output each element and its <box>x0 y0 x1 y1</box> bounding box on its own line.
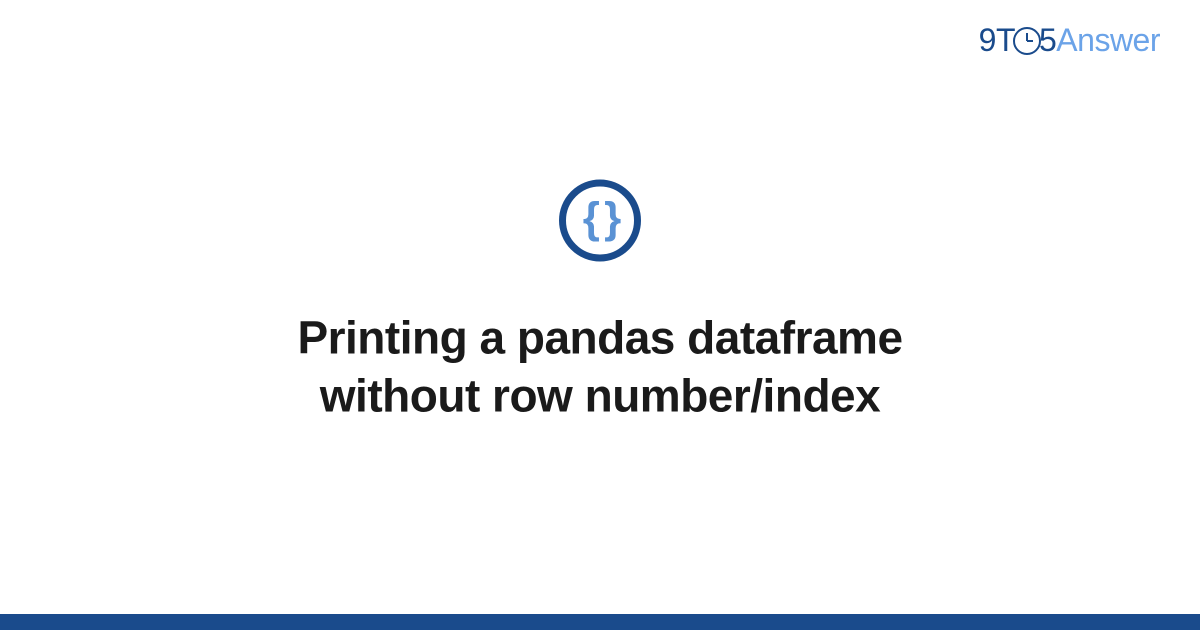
bottom-accent-bar <box>0 614 1200 630</box>
clock-icon <box>1013 27 1041 55</box>
title-line-1: Printing a pandas dataframe <box>297 312 902 364</box>
site-logo: 9T 5Answer <box>979 22 1160 59</box>
code-braces-icon: { } <box>559 180 641 262</box>
braces-glyph: { } <box>583 197 617 241</box>
logo-9t: 9T <box>979 22 1015 58</box>
logo-5: 5 <box>1039 22 1056 58</box>
main-content: { } Printing a pandas dataframe without … <box>0 180 1200 425</box>
logo-answer: Answer <box>1056 22 1160 58</box>
page-title: Printing a pandas dataframe without row … <box>60 310 1140 425</box>
title-line-2: without row number/index <box>320 369 880 421</box>
